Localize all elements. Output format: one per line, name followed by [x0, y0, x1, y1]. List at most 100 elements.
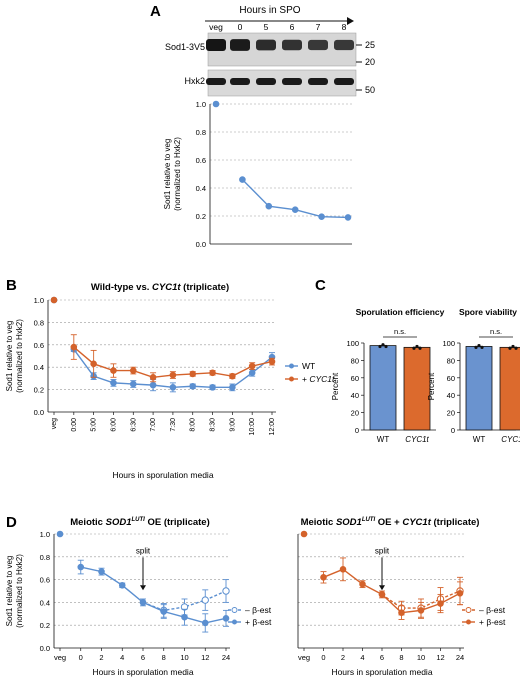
- x-tick-label: 10: [417, 653, 425, 662]
- y-tick-label: 100: [346, 339, 359, 348]
- x-tick-label: 10:00: [249, 418, 256, 436]
- x-tick-label: 4: [120, 653, 124, 662]
- split-arrow-head: [379, 585, 385, 591]
- x-tick-label: 8:30: [210, 418, 217, 432]
- y-tick-label: 0.0: [40, 644, 50, 653]
- data-point: [118, 582, 126, 589]
- data-point: [129, 380, 137, 388]
- x-tick-label: 12: [436, 653, 444, 662]
- data-point: [222, 615, 230, 622]
- y-tick-label: 0: [355, 426, 359, 435]
- data-point: [398, 609, 405, 616]
- data-point: [456, 589, 464, 597]
- data-point: [160, 608, 168, 615]
- bar: [499, 346, 520, 431]
- y-tick-label: 0.4: [196, 184, 206, 193]
- data-point: [50, 296, 58, 304]
- data-point: [320, 574, 327, 581]
- replicate-dot: [378, 344, 382, 349]
- band-hxk2: [334, 78, 354, 85]
- data-point: [212, 100, 220, 108]
- band-hxk2: [230, 78, 250, 85]
- blot-label-hxk2: Hxk2: [184, 76, 205, 86]
- data-point: [437, 600, 444, 607]
- series-line: [73, 348, 273, 389]
- y-axis-label: Sod1 relative to veg: [163, 139, 172, 210]
- data-point: [339, 566, 347, 573]
- x-tick-label: 10: [180, 653, 188, 662]
- band-hxk2: [206, 78, 226, 85]
- y-tick-label: 60: [447, 374, 455, 383]
- blot-sod1: [207, 32, 357, 67]
- data-point: [222, 587, 230, 595]
- y-tick-label: 1.0: [196, 100, 206, 109]
- split-arrow-head: [140, 585, 146, 591]
- x-tick-label: 6: [380, 653, 384, 662]
- replicate-dot: [474, 345, 478, 349]
- legend-label-plus: + β-est: [479, 617, 506, 627]
- panel-letter-c: C: [315, 277, 326, 294]
- panel-letter-a: A: [150, 3, 161, 20]
- band-hxk2: [308, 78, 328, 85]
- data-point: [149, 373, 157, 381]
- data-point: [209, 384, 216, 391]
- y-tick-label: 80: [351, 356, 359, 365]
- x-tick-label: 8:00: [190, 418, 197, 432]
- x-tick-label: 8: [399, 653, 403, 662]
- data-point: [169, 371, 177, 379]
- chart-d2-title: Meiotic SOD1LUTI OE + CYC1t (triplicate): [301, 517, 480, 528]
- chart-b: 0.0 0.2 0.4 0.6 0.8 1.0 veg 0:00 5:00 6:00 6:30 7:0…: [5, 296, 335, 480]
- marker-20: 20: [365, 57, 375, 67]
- replicate-dot: [381, 343, 385, 347]
- data-point: [110, 379, 117, 387]
- y-tick-label: 0.2: [40, 621, 50, 630]
- y-axis-label: Percent: [427, 372, 436, 400]
- y-tick-label: 20: [447, 409, 455, 418]
- y-tick-label: 1.0: [34, 296, 44, 305]
- x-tick-label: WT: [377, 435, 390, 444]
- replicate-dot: [384, 344, 388, 349]
- data-point: [344, 214, 352, 221]
- x-tick-label: 6: [141, 653, 145, 662]
- series-line: [142, 590, 227, 612]
- split-label: split: [375, 546, 390, 555]
- legend-marker-minus: [231, 607, 238, 613]
- legend-marker-cyc1t: [289, 376, 294, 382]
- blot-header: Hours in SPO: [239, 5, 300, 16]
- x-tick-label: 2: [99, 653, 103, 662]
- data-point: [359, 580, 366, 588]
- data-point: [229, 384, 236, 391]
- legend-label-cyc1t: + CYC1t: [302, 374, 335, 384]
- bar-chart-title: Sporulation efficiency: [356, 307, 445, 317]
- x-tick-label: CYC1t: [405, 435, 429, 444]
- chart-d1-title: Meiotic SOD1LUTI OE (triplicate): [70, 517, 210, 528]
- legend-marker-minus: [465, 607, 472, 613]
- y-tick-label: 0.0: [196, 240, 206, 249]
- legend-marker-plus: [232, 619, 237, 625]
- data-point: [139, 599, 147, 606]
- y-tick-label: 0.2: [196, 212, 206, 221]
- x-tick-label: 24: [456, 653, 464, 662]
- y-tick-label: 0.2: [34, 386, 44, 395]
- y-tick-label: 0.8: [34, 318, 44, 327]
- data-point: [98, 568, 105, 575]
- y-axis-label: Percent: [331, 372, 340, 400]
- blot-bands: [206, 39, 354, 85]
- data-point: [239, 176, 246, 183]
- x-tick-label: veg: [54, 653, 66, 662]
- y-axis-label-2: (normalized to Hxk2): [173, 137, 182, 211]
- y-tick-label: 80: [447, 356, 455, 365]
- replicate-dot: [480, 345, 484, 349]
- y-tick-label: 0.0: [34, 408, 44, 417]
- lane-label: 8: [342, 22, 347, 32]
- data-point: [201, 596, 209, 604]
- chart-b-title: Wild-type vs. CYC1t (triplicate): [91, 282, 229, 293]
- lane-label: 0: [238, 22, 243, 32]
- y-tick-label: 100: [442, 339, 455, 348]
- band-sod1: [282, 39, 302, 51]
- chart-c1: Sporulation efficiency 0 20 40 60 80 100 Percen…: [331, 307, 445, 444]
- split-label: split: [136, 546, 151, 555]
- x-tick-label: 0: [79, 653, 83, 662]
- x-tick-label: 4: [360, 653, 364, 662]
